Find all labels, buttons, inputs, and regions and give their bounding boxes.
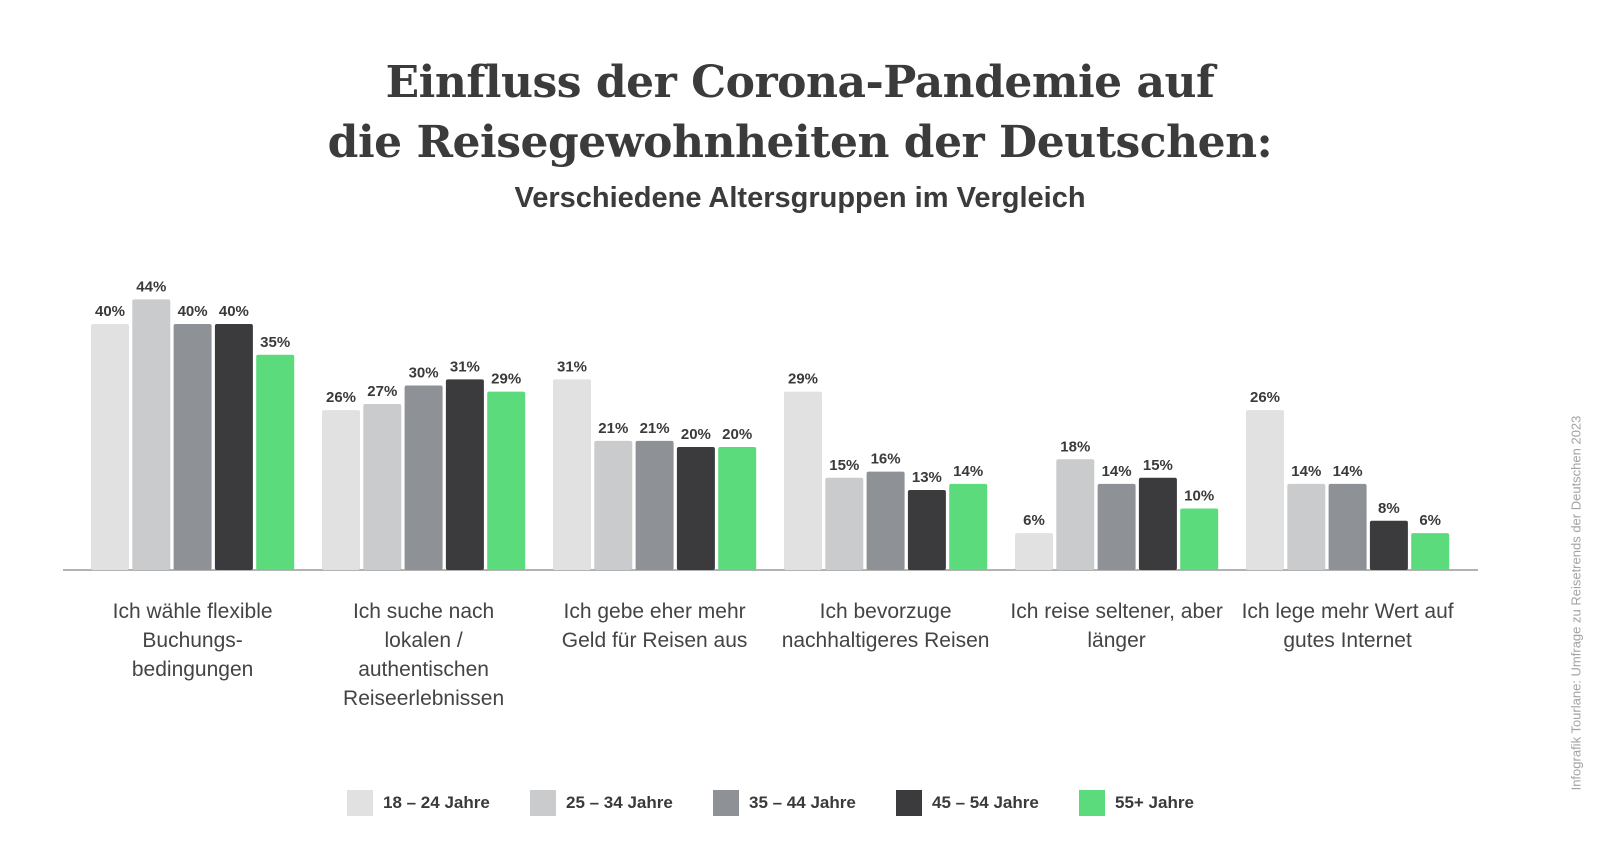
bar-value-label: 20% [681, 426, 711, 443]
bar-value-label: 40% [219, 303, 249, 320]
bar [718, 447, 757, 570]
bar-value-label: 30% [409, 365, 439, 382]
chart-title-line-1: Einfluss der Corona-Pandemie auf [385, 57, 1215, 108]
bar [1056, 459, 1095, 570]
category-label: Ich lege mehr Wert auf gutes Internet [1233, 597, 1463, 655]
category-label-line: lokalen / [384, 629, 463, 652]
bar [1246, 410, 1284, 570]
bar [825, 477, 864, 570]
bar-value-label: 15% [1143, 457, 1173, 474]
bar-value-label: 14% [953, 463, 983, 480]
bar-value-label: 29% [788, 371, 818, 388]
bar [445, 379, 484, 570]
bar-value-label: 14% [1102, 463, 1132, 480]
bar [866, 471, 905, 570]
bar [635, 440, 674, 570]
category-label: Ich gebe eher mehr Geld für Reisen aus [540, 597, 770, 655]
bar [1015, 533, 1053, 570]
category-label-line: Ich reise seltener, aber [1010, 600, 1223, 623]
category-label-line: Buchungs- [142, 629, 243, 652]
bar-value-label: 31% [450, 358, 480, 375]
bar [256, 354, 295, 570]
legend-swatch [347, 790, 373, 816]
category-label-line: Reiseerlebnissen [343, 687, 505, 710]
bar-value-label: 21% [640, 420, 670, 437]
bar [676, 447, 715, 570]
legend-swatch [896, 790, 922, 816]
bar [1369, 520, 1408, 570]
bar-value-label: 20% [722, 426, 752, 443]
bar [173, 324, 212, 570]
category-label-line: länger [1087, 629, 1146, 652]
bar [91, 324, 129, 570]
bar [1287, 483, 1326, 570]
bar-value-label: 26% [326, 389, 356, 406]
bar [132, 299, 171, 570]
legend-label: 18 – 24 Jahre [383, 793, 490, 812]
legend-label: 35 – 44 Jahre [749, 793, 856, 812]
bar-value-label: 21% [598, 420, 628, 437]
category-label-line: Ich bevorzuge [819, 600, 952, 623]
bar-value-label: 44% [136, 278, 166, 295]
legend-label: 55+ Jahre [1115, 793, 1194, 812]
category-label-line: authentischen [358, 658, 489, 681]
bar-value-label: 40% [95, 303, 125, 320]
category-label-line: Ich gebe eher mehr [563, 600, 746, 623]
chart-subtitle: Verschiedene Altersgruppen im Vergleich [514, 182, 1086, 214]
bar [784, 391, 822, 570]
bar-value-label: 26% [1250, 389, 1280, 406]
bar-value-label: 10% [1184, 488, 1214, 505]
category-label-line: Ich wähle flexible [112, 600, 273, 623]
category-label-line: nachhaltigeres Reisen [781, 629, 990, 652]
bar [1411, 533, 1450, 570]
bar-value-label: 13% [912, 469, 942, 486]
bar-value-label: 16% [871, 451, 901, 468]
bar [322, 410, 360, 570]
category-label: Ich wähle flexible Buchungs-bedingungen [78, 597, 308, 684]
chart-title-line-2: die Reisegewohnheiten der Deutschen: [327, 117, 1273, 168]
category-label: Ich bevorzuge nachhaltigeres Reisen [771, 597, 1001, 655]
bar-value-label: 29% [491, 371, 521, 388]
legend-swatch [713, 790, 739, 816]
category-label: Ich suche nach lokalen / authentischen Reis… [309, 597, 539, 713]
bar-value-label: 35% [260, 334, 290, 351]
bar [363, 403, 402, 570]
bar-value-label: 14% [1333, 463, 1363, 480]
bar [487, 391, 526, 570]
bar-value-label: 8% [1378, 500, 1400, 517]
source-note: Infografik Tourlane: Umfrage zu Reisetre… [1568, 415, 1584, 791]
legend-label: 45 – 54 Jahre [932, 793, 1039, 812]
bar-value-label: 15% [829, 457, 859, 474]
category-label-line: gutes Internet [1283, 629, 1412, 652]
bar [1138, 477, 1177, 570]
legend-swatch [530, 790, 556, 816]
bar-value-label: 31% [557, 358, 587, 375]
bar-value-label: 14% [1291, 463, 1321, 480]
bar [594, 440, 633, 570]
bar [1097, 483, 1136, 570]
bar [1328, 483, 1367, 570]
category-label-line: Ich lege mehr Wert auf [1241, 600, 1454, 623]
legend-label: 25 – 34 Jahre [566, 793, 673, 812]
legend-swatch [1079, 790, 1105, 816]
bar [1180, 508, 1219, 570]
category-label-line: Geld für Reisen aus [561, 629, 748, 652]
bar-value-label: 27% [367, 383, 397, 400]
bar [949, 483, 988, 570]
bar [553, 379, 591, 570]
bar-value-label: 40% [178, 303, 208, 320]
bar-value-label: 6% [1419, 512, 1441, 529]
bar-value-label: 6% [1023, 512, 1045, 529]
bar [404, 385, 443, 570]
category-label-line: bedingungen [131, 658, 254, 681]
category-label-line: Ich suche nach [352, 600, 495, 623]
category-label: Ich reise seltener, aber länger [1002, 597, 1232, 655]
bar [214, 324, 253, 570]
bar [907, 490, 946, 570]
bar-value-label: 18% [1060, 438, 1090, 455]
